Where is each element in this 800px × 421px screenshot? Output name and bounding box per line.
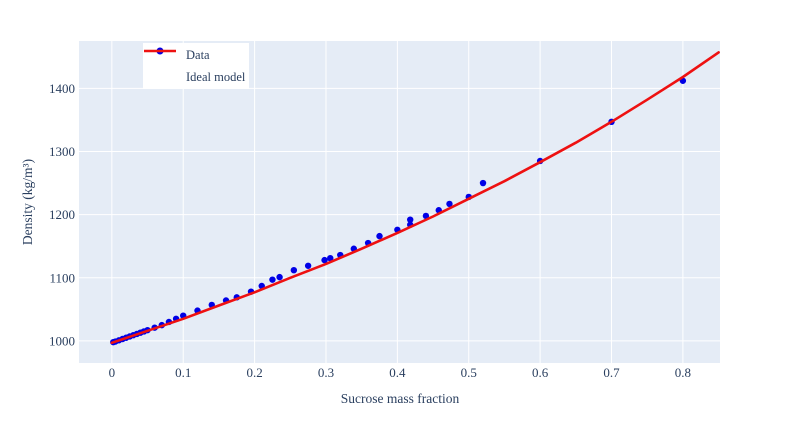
data-point [327, 254, 334, 262]
x-tick-label: 0.2 [246, 365, 262, 380]
y-tick-label: 1400 [49, 81, 75, 96]
data-point [376, 232, 383, 240]
legend-label-ideal-model: Ideal model [186, 69, 246, 84]
x-tick-label: 0.3 [318, 365, 334, 380]
y-tick-label: 1000 [49, 333, 75, 348]
data-point [269, 276, 276, 283]
plot-area[interactable] [79, 41, 720, 363]
legend-label-data: Data [186, 47, 210, 62]
x-tick-label: 0.8 [675, 365, 691, 380]
data-point [446, 200, 453, 208]
x-tick-label: 0 [109, 365, 116, 380]
line-marker-icon [144, 49, 182, 85]
x-tick-label: 0.5 [461, 365, 477, 380]
y-tick-label: 1100 [49, 270, 75, 285]
data-point [407, 216, 414, 223]
legend-item-ideal-model[interactable]: Ideal model [143, 49, 249, 88]
legend: Data Ideal model [143, 43, 249, 89]
x-axis-title: Sucrose mass fraction [340, 391, 460, 406]
data-point [276, 273, 283, 281]
x-tick-label: 0.6 [532, 365, 549, 380]
x-tick-label: 0.1 [175, 365, 191, 380]
y-tick-label: 1200 [49, 207, 75, 222]
x-tick-label: 0.7 [603, 365, 620, 380]
data-point [479, 179, 487, 187]
y-tick-label: 1300 [49, 144, 75, 159]
data-point [321, 256, 328, 264]
data-point [304, 262, 312, 269]
y-axis-title: Density (kg/m³) [20, 158, 35, 246]
x-tick-label: 0.4 [389, 365, 406, 380]
model-line [110, 51, 720, 345]
data-point [422, 212, 430, 220]
data-point [290, 266, 298, 274]
